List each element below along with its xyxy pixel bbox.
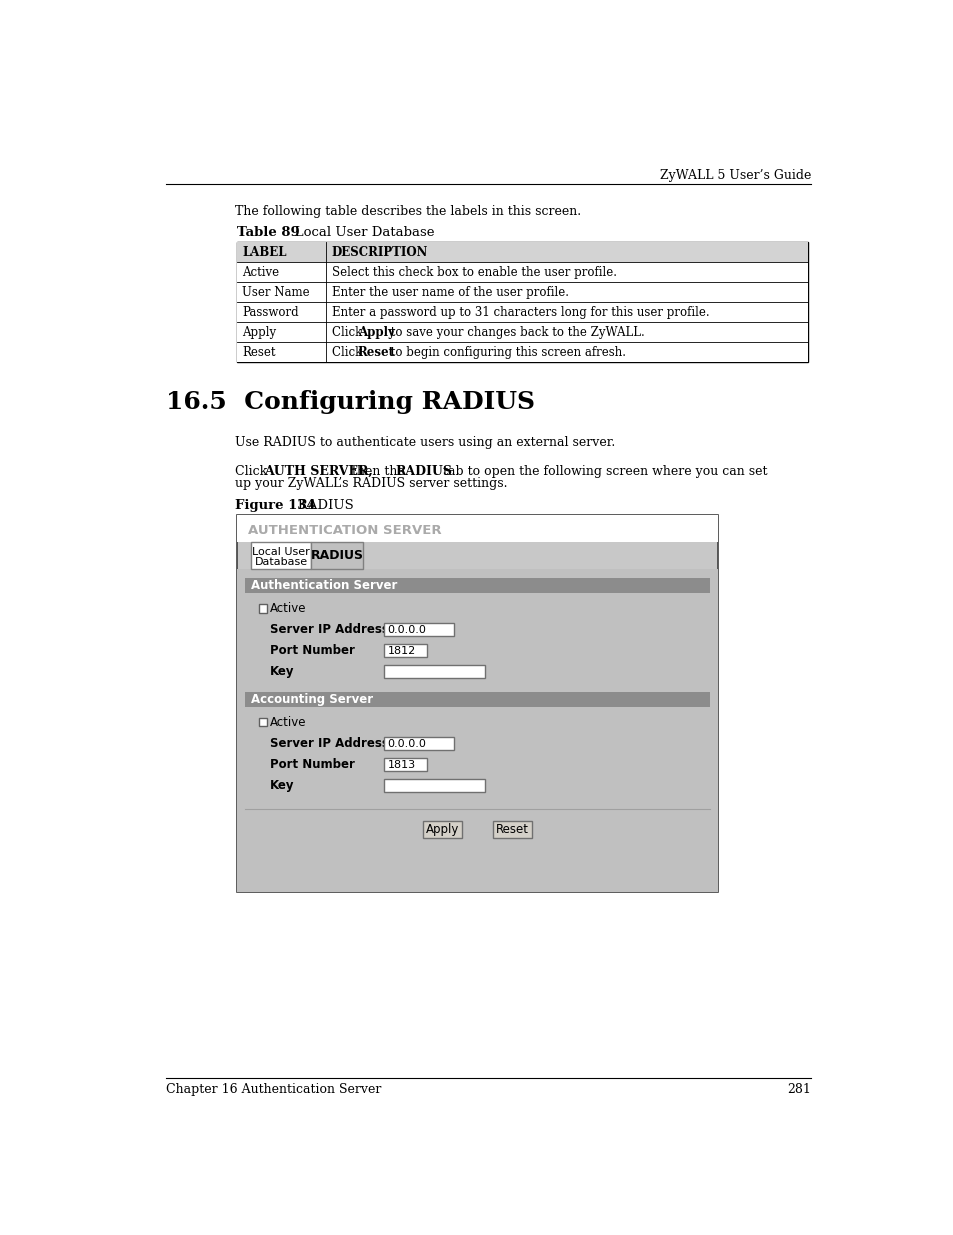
Text: then the: then the [348, 466, 408, 478]
Text: 0.0.0.0: 0.0.0.0 [387, 739, 426, 748]
Text: Reset: Reset [496, 824, 528, 836]
Text: 1812: 1812 [387, 646, 416, 656]
Bar [422, 821, 461, 839]
Bar [311, 542, 362, 568]
Text: Click: Click [332, 326, 365, 338]
Text: Apply: Apply [242, 326, 276, 338]
Text: 0.0.0.0: 0.0.0.0 [387, 625, 426, 635]
Text: User Name: User Name [242, 285, 310, 299]
Text: Key: Key [270, 779, 294, 792]
Text: Table 89: Table 89 [236, 226, 299, 240]
Text: Apply: Apply [425, 824, 458, 836]
Text: Port Number: Port Number [270, 645, 355, 657]
Bar [384, 624, 454, 636]
Text: Active: Active [242, 266, 279, 279]
Text: RADIUS: RADIUS [310, 550, 363, 562]
Text: to begin configuring this screen afresh.: to begin configuring this screen afresh. [386, 346, 625, 358]
Bar [493, 821, 531, 839]
Text: Select this check box to enable the user profile.: Select this check box to enable the user… [332, 266, 616, 279]
Text: Reset: Reset [357, 346, 395, 358]
Text: LABEL: LABEL [242, 246, 287, 258]
Bar [384, 779, 484, 792]
Bar [236, 303, 807, 322]
Text: AUTH SERVER,: AUTH SERVER, [263, 466, 372, 478]
Bar [245, 692, 709, 708]
Text: DESCRIPTION: DESCRIPTION [332, 246, 428, 258]
Text: Server IP Address: Server IP Address [270, 737, 388, 751]
Bar [258, 718, 267, 726]
Bar [384, 737, 454, 751]
Text: RADIUS: RADIUS [285, 499, 354, 513]
Text: Active: Active [270, 601, 307, 615]
Text: Click: Click [332, 346, 365, 358]
Text: up your ZyWALL’s RADIUS server settings.: up your ZyWALL’s RADIUS server settings. [235, 478, 507, 490]
Text: Server IP Address: Server IP Address [270, 624, 388, 636]
Text: Active: Active [270, 716, 307, 729]
Text: Reset: Reset [242, 346, 275, 358]
Bar [384, 758, 427, 771]
Bar [236, 242, 807, 262]
Text: tab to open the following screen where you can set: tab to open the following screen where y… [438, 466, 767, 478]
Bar [236, 322, 807, 342]
Bar [236, 282, 807, 303]
Text: to save your changes back to the ZyWALL.: to save your changes back to the ZyWALL. [386, 326, 643, 338]
Text: Password: Password [242, 306, 299, 319]
Bar [245, 578, 709, 593]
Text: Chapter 16 Authentication Server: Chapter 16 Authentication Server [166, 1083, 381, 1095]
Text: Local User Database: Local User Database [282, 226, 434, 240]
Text: Port Number: Port Number [270, 758, 355, 771]
Text: Figure 134: Figure 134 [235, 499, 315, 513]
Text: 1813: 1813 [387, 760, 416, 769]
Text: Authentication Server: Authentication Server [251, 579, 397, 592]
Text: ZyWALL 5 User’s Guide: ZyWALL 5 User’s Guide [659, 169, 810, 183]
Bar [236, 262, 807, 282]
Text: Enter a password up to 31 characters long for this user profile.: Enter a password up to 31 characters lon… [332, 306, 708, 319]
Text: The following table describes the labels in this screen.: The following table describes the labels… [235, 205, 581, 217]
Text: Key: Key [270, 664, 294, 678]
Text: Use RADIUS to authenticate users using an external server.: Use RADIUS to authenticate users using a… [235, 436, 615, 448]
Text: 16.5  Configuring RADIUS: 16.5 Configuring RADIUS [166, 390, 535, 414]
Bar [236, 515, 717, 892]
Bar [236, 515, 717, 542]
Bar [258, 604, 267, 613]
Text: Database: Database [254, 557, 308, 567]
Text: RADIUS: RADIUS [395, 466, 452, 478]
Text: Click: Click [235, 466, 272, 478]
Bar [236, 342, 807, 362]
Bar [236, 568, 717, 892]
Bar [384, 664, 484, 678]
Text: Local User: Local User [253, 547, 310, 557]
Text: Apply: Apply [357, 326, 395, 338]
Text: Enter the user name of the user profile.: Enter the user name of the user profile. [332, 285, 568, 299]
Text: AUTHENTICATION SERVER: AUTHENTICATION SERVER [248, 524, 441, 537]
Text: Accounting Server: Accounting Server [251, 693, 373, 706]
Bar [236, 242, 807, 362]
Text: 281: 281 [786, 1083, 810, 1095]
Bar [251, 542, 311, 568]
Bar [384, 645, 427, 657]
